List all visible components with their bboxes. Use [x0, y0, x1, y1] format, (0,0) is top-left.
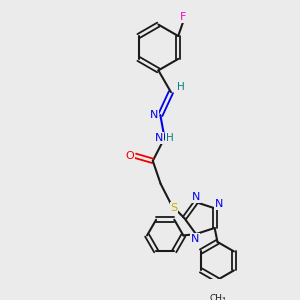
Text: CH₃: CH₃	[209, 294, 226, 300]
Text: F: F	[180, 12, 186, 22]
Text: N: N	[215, 199, 223, 209]
Text: N: N	[150, 110, 158, 119]
Text: H: H	[166, 133, 173, 143]
Text: N: N	[192, 192, 200, 202]
Text: N: N	[155, 133, 163, 143]
Text: H: H	[177, 82, 184, 92]
Text: O: O	[125, 151, 134, 161]
Text: S: S	[170, 203, 178, 213]
Text: N: N	[191, 234, 200, 244]
